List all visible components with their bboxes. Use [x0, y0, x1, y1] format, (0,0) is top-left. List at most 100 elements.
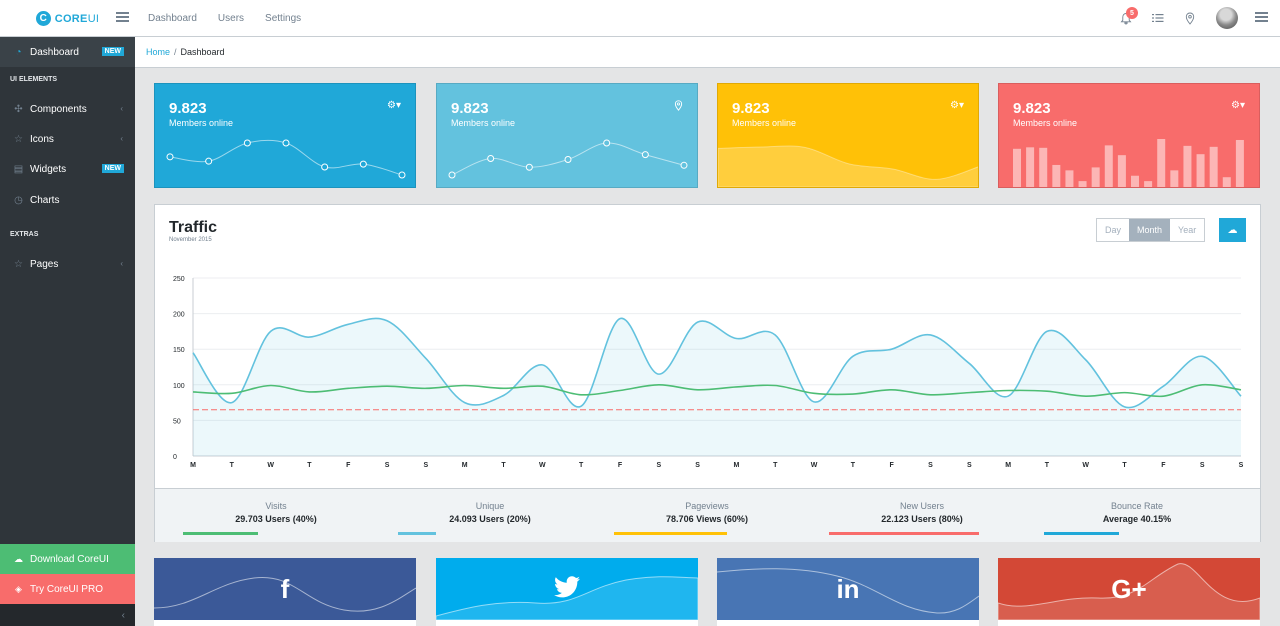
star-icon: ☆: [14, 258, 23, 270]
x-tick-label: T: [307, 462, 312, 469]
sidebar-item-label: Widgets: [30, 163, 67, 175]
bar: [1209, 146, 1218, 187]
bar: [1157, 139, 1166, 187]
sidebar-toggle-icon[interactable]: [116, 12, 129, 23]
sidebar-item-charts[interactable]: ◷ Charts: [0, 185, 135, 215]
range-toggle: Day Month Year: [1096, 218, 1206, 242]
footer-progress-unique: [398, 532, 436, 535]
x-tick-label: F: [618, 462, 623, 469]
sparkline-point: [359, 160, 367, 168]
range-year-button[interactable]: Year: [1178, 225, 1197, 235]
traffic-card: Traffic November 2015 Day Month Year ☁ 0…: [154, 204, 1261, 542]
brand-name-bold: CORE: [54, 12, 88, 25]
sidebar-item-pages[interactable]: ☆ Pages ‹: [0, 249, 135, 279]
footer-stat-visits: Visits 29.703 Users (40%): [211, 501, 341, 524]
footer-stat-label: New Users: [899, 501, 944, 511]
series-line-1: [192, 383, 1242, 398]
download-button[interactable]: ☁: [1219, 218, 1246, 242]
social-wave: [717, 568, 979, 614]
x-tick-label: S: [656, 462, 661, 469]
topnav-dashboard[interactable]: Dashboard: [148, 13, 197, 24]
settings-dropdown-icon[interactable]: ⚙▾: [950, 100, 964, 111]
stat-value: 9.823: [169, 100, 207, 117]
sidebar-item-components[interactable]: ✣ Components ‹: [0, 94, 135, 124]
sparkline-point: [564, 155, 572, 163]
bar: [1144, 181, 1153, 187]
try-coreui-pro-button[interactable]: ◈ Try CoreUI PRO: [0, 574, 135, 604]
breadcrumb-current: Dashboard: [180, 47, 225, 57]
footer-progress-new-users: [829, 532, 979, 535]
bar: [1026, 147, 1035, 187]
footer-progress-bounce-rate: [1044, 532, 1119, 535]
sparkline-point: [680, 161, 688, 169]
bar: [1117, 155, 1126, 187]
footer-stat-value: Average 40.15%: [1102, 514, 1172, 524]
stat-label: Members online: [732, 118, 797, 128]
x-tick-label: F: [890, 462, 895, 469]
x-tick-label: M: [733, 462, 739, 469]
x-tick-label: T: [230, 462, 235, 469]
sidebar-minimizer[interactable]: ‹: [0, 604, 135, 626]
social-wave: [436, 576, 698, 620]
topnav-users[interactable]: Users: [217, 13, 245, 24]
series-line-0: [192, 317, 1242, 409]
footer-stat-pageviews: Pageviews 78.706 Views (60%): [642, 501, 772, 524]
x-tick-label: T: [501, 462, 506, 469]
footer-stat-unique: Unique 24.093 Users (20%): [425, 501, 555, 524]
sparkline-point: [282, 139, 290, 147]
x-tick-label: T: [1122, 462, 1127, 469]
bar: [1091, 167, 1100, 187]
topnav-settings[interactable]: Settings: [265, 13, 302, 24]
location-pin-icon[interactable]: [674, 100, 683, 114]
settings-dropdown-icon[interactable]: ⚙▾: [1231, 100, 1245, 111]
sidebar-item-widgets[interactable]: ▤ Widgets NEW: [0, 154, 135, 184]
series-area: [193, 318, 1241, 456]
stat-card-members-1: 9.823 Members online ⚙▾: [154, 83, 416, 188]
speedometer-icon: ◔: [15, 46, 22, 58]
sparkline-point: [448, 171, 456, 179]
sidebar-item-label: Charts: [30, 194, 60, 206]
sidebar-item-dashboard[interactable]: ◔ Dashboard NEW: [0, 37, 135, 67]
footer-stat-value: 24.093 Users (20%): [449, 514, 531, 524]
breadcrumb: Home / Dashboard: [135, 37, 1280, 68]
x-tick-label: S: [1200, 462, 1205, 469]
brand-name-rest: UI: [87, 12, 100, 25]
range-day-button[interactable]: Day: [1105, 225, 1122, 235]
sidebar-item-label: Components: [30, 103, 87, 115]
download-coreui-button[interactable]: ☁ Download CoreUI: [0, 544, 135, 574]
bar: [1013, 148, 1021, 187]
x-tick-label: S: [928, 462, 933, 469]
linkedin-icon: in: [836, 574, 860, 604]
list-icon[interactable]: [1151, 11, 1165, 25]
x-tick-label: M: [462, 462, 468, 469]
x-tick-label: M: [1005, 462, 1011, 469]
breadcrumb-home[interactable]: Home: [146, 47, 171, 57]
avatar[interactable]: [1216, 7, 1238, 29]
traffic-title: Traffic: [169, 219, 218, 236]
sparkline-point: [205, 157, 213, 165]
brand-logo[interactable]: C COREUI: [0, 0, 135, 37]
traffic-line-chart: 0 50 100 150 200 250 M T W T F S S M T W T F S S M T W T F S S M T W T…: [173, 276, 1244, 469]
sidebar-item-icons[interactable]: ☆ Icons ‹: [0, 124, 135, 154]
new-badge: NEW: [101, 47, 124, 56]
location-pin-icon[interactable]: [1183, 11, 1197, 25]
social-card-facebook: f: [154, 558, 416, 626]
sparkline-point: [525, 163, 533, 171]
x-tick-label: T: [579, 462, 584, 469]
bar: [1131, 175, 1139, 187]
aside-menu-toggle-icon[interactable]: [1255, 12, 1268, 23]
x-tick-label: S: [385, 462, 390, 469]
bar: [1170, 170, 1179, 187]
bar: [1065, 170, 1074, 187]
y-tick-label: 200: [173, 312, 185, 319]
y-tick-label: 150: [173, 347, 185, 354]
y-tick-label: 100: [173, 383, 185, 390]
settings-dropdown-icon[interactable]: ⚙▾: [387, 100, 401, 111]
x-tick-label: T: [1045, 462, 1050, 469]
range-month-button[interactable]: Month: [1129, 219, 1171, 241]
stat-bar-chart: [1013, 139, 1244, 187]
cloud-download-icon: ☁: [1227, 224, 1238, 236]
x-tick-label: W: [539, 462, 546, 469]
y-tick-label: 50: [173, 418, 181, 425]
x-tick-label: S: [695, 462, 700, 469]
